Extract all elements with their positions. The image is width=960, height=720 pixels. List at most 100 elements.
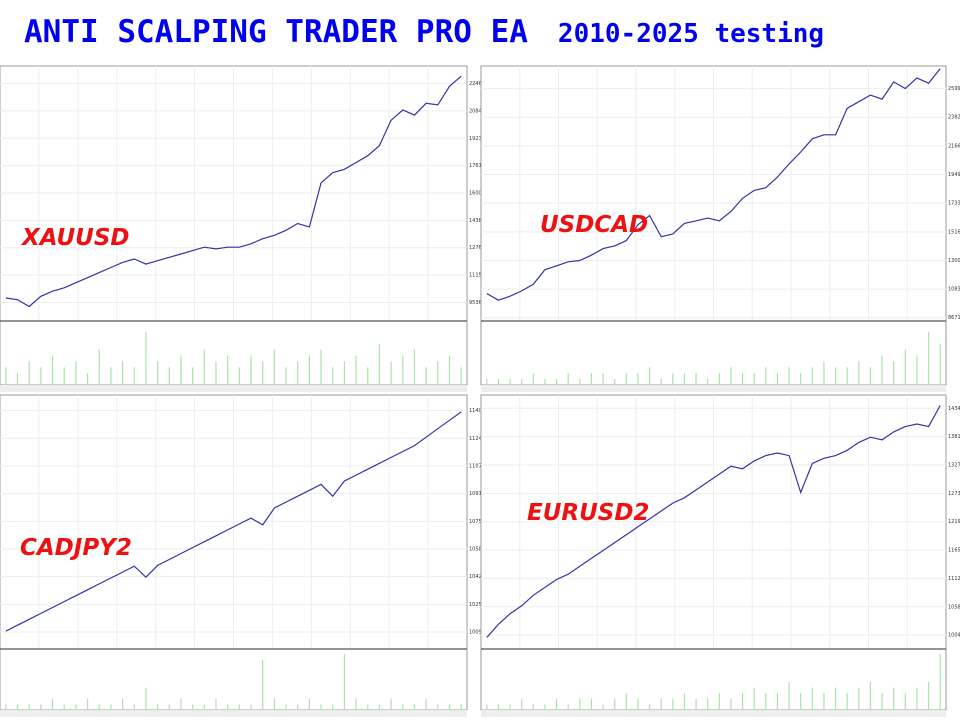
volume-bar — [811, 367, 813, 385]
y-tick-label: 11079 — [469, 464, 485, 470]
volume-bar — [927, 682, 930, 710]
symbol-label: XAUUSD — [20, 225, 130, 251]
volume-bar — [695, 373, 697, 385]
volume-bar — [227, 355, 229, 385]
volume-bar — [579, 698, 581, 710]
volume-bar — [5, 704, 7, 710]
volume-bar — [110, 704, 112, 710]
volume-bar — [332, 704, 334, 710]
volume-bar — [916, 687, 918, 710]
volume-bar — [145, 687, 147, 710]
y-tick-label: 10582 — [948, 604, 960, 610]
volume-bar — [532, 704, 534, 710]
volume-bar — [238, 704, 240, 710]
symbol-label: EURUSD2 — [527, 500, 649, 526]
volume-bar — [28, 361, 30, 385]
y-tick-label: 10751 — [469, 519, 485, 525]
volume-bar — [121, 361, 124, 385]
balance-line — [5, 411, 462, 632]
axis-strip — [0, 710, 467, 717]
y-tick-label: 11243 — [469, 436, 485, 442]
y-tick-label: 19232 — [469, 136, 485, 142]
volume-bar — [168, 704, 170, 710]
symbol-label: USDCAD — [540, 212, 648, 238]
volume-bar — [297, 704, 299, 710]
volume-bar — [509, 379, 511, 385]
y-tick-label: 25991 — [948, 86, 960, 92]
volume-bar — [916, 355, 918, 385]
balance-line — [486, 405, 941, 638]
volume-bar — [869, 682, 872, 710]
volume-bar — [602, 704, 604, 710]
volume-bar — [425, 367, 427, 385]
volume-bar — [180, 698, 182, 710]
volume-bar — [51, 698, 54, 710]
volume-bar — [332, 367, 334, 385]
y-tick-label: 21661 — [948, 143, 960, 149]
y-tick-label: 15166 — [948, 229, 960, 235]
volume-bar — [858, 361, 860, 385]
volume-bar — [437, 704, 439, 710]
volume-bar — [555, 698, 558, 710]
volume-bar — [648, 704, 651, 710]
volume-bar — [614, 698, 616, 710]
volume-bar — [262, 361, 264, 385]
volume-bar — [637, 373, 639, 385]
volume-bar — [521, 698, 523, 710]
volume-bar — [250, 704, 252, 710]
volume-bar — [590, 698, 593, 710]
volume-bar — [203, 349, 205, 385]
volume-bar — [718, 373, 720, 385]
title: ANTI SCALPING TRADER PRO EA — [24, 14, 528, 50]
volume-bar — [378, 343, 381, 385]
volume-bar — [86, 373, 89, 385]
volume-bar — [497, 379, 500, 385]
volume-bar — [509, 704, 511, 710]
symbol-label: CADJPY2 — [20, 535, 132, 561]
volume-bar — [672, 698, 674, 710]
volume-bar — [707, 698, 709, 710]
volume-bar — [168, 367, 170, 385]
volume-bar — [145, 331, 147, 385]
volume-bar — [110, 367, 112, 385]
volume-bar — [521, 379, 523, 385]
volume-bar — [343, 654, 346, 710]
volume-bar — [590, 373, 593, 385]
volume-bar — [16, 373, 19, 385]
volume-bar — [5, 367, 7, 385]
volume-bar — [378, 704, 381, 710]
volume-bar — [776, 373, 779, 385]
y-tick-label: 8671 — [948, 315, 960, 321]
y-tick-label: 22464 — [469, 81, 485, 87]
volume-bar — [390, 698, 392, 710]
y-tick-label: 12196 — [948, 519, 960, 525]
volume-bar — [98, 349, 100, 385]
volume-bar — [625, 693, 627, 710]
volume-bar — [869, 367, 872, 385]
y-tick-label: 10259 — [469, 602, 485, 608]
volume-bar — [893, 687, 895, 710]
axis-strip — [481, 385, 946, 392]
volume-bar — [753, 687, 755, 710]
volume-bar — [881, 355, 883, 385]
y-tick-label: 23826 — [948, 115, 960, 121]
volume-bar — [308, 698, 310, 710]
volume-bar — [250, 355, 252, 385]
volume-bar — [904, 693, 906, 710]
volume-bar — [939, 654, 941, 710]
volume-bar — [40, 367, 42, 385]
volume-bar — [776, 693, 779, 710]
volume-bar — [238, 367, 240, 385]
volume-bar — [834, 687, 837, 710]
y-tick-label: 10095 — [469, 629, 485, 635]
volume-bar — [800, 693, 802, 710]
volume-bar — [402, 355, 404, 385]
volume-bar — [133, 367, 135, 385]
y-tick-label: 10587 — [469, 546, 485, 552]
y-tick-label: 13272 — [948, 462, 960, 468]
y-tick-label: 14348 — [948, 406, 960, 412]
volume-bar — [648, 367, 651, 385]
